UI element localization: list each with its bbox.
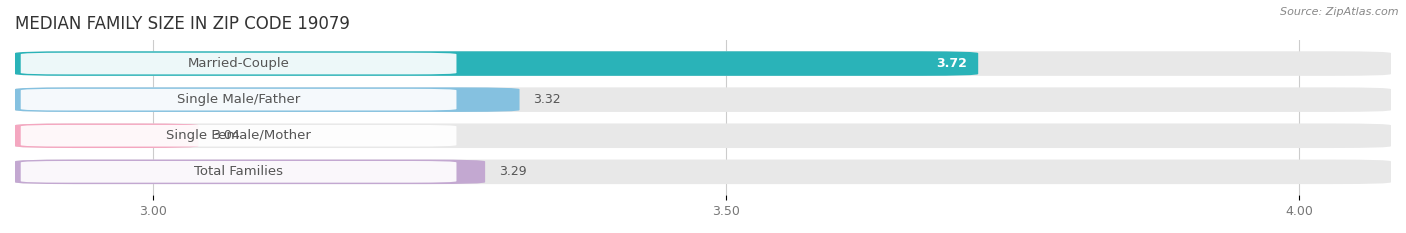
Text: Single Male/Father: Single Male/Father bbox=[177, 93, 301, 106]
FancyBboxPatch shape bbox=[21, 161, 457, 183]
Text: Total Families: Total Families bbox=[194, 165, 283, 178]
Text: 3.04: 3.04 bbox=[212, 129, 240, 142]
Text: 3.29: 3.29 bbox=[499, 165, 526, 178]
Text: MEDIAN FAMILY SIZE IN ZIP CODE 19079: MEDIAN FAMILY SIZE IN ZIP CODE 19079 bbox=[15, 15, 350, 33]
FancyBboxPatch shape bbox=[15, 123, 198, 148]
FancyBboxPatch shape bbox=[21, 53, 457, 74]
FancyBboxPatch shape bbox=[15, 160, 485, 184]
FancyBboxPatch shape bbox=[15, 87, 1391, 112]
FancyBboxPatch shape bbox=[21, 89, 457, 110]
FancyBboxPatch shape bbox=[15, 123, 1391, 148]
Text: Married-Couple: Married-Couple bbox=[187, 57, 290, 70]
FancyBboxPatch shape bbox=[15, 51, 979, 76]
Text: 3.72: 3.72 bbox=[936, 57, 967, 70]
FancyBboxPatch shape bbox=[15, 51, 1391, 76]
FancyBboxPatch shape bbox=[21, 125, 457, 147]
FancyBboxPatch shape bbox=[15, 87, 520, 112]
Text: Source: ZipAtlas.com: Source: ZipAtlas.com bbox=[1281, 7, 1399, 17]
FancyBboxPatch shape bbox=[15, 160, 1391, 184]
Text: 3.32: 3.32 bbox=[533, 93, 561, 106]
Text: Single Female/Mother: Single Female/Mother bbox=[166, 129, 311, 142]
